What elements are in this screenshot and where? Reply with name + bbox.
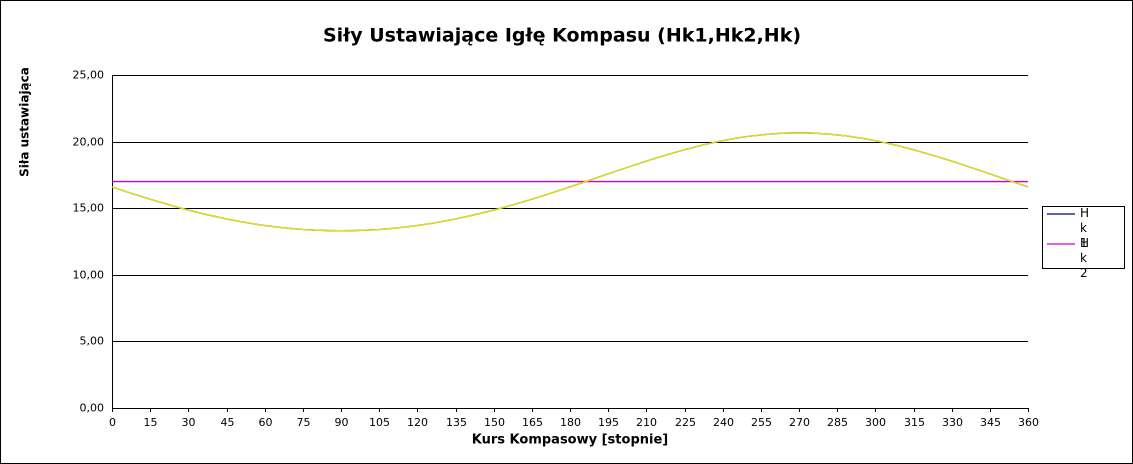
legend-label: Hk1 (1080, 206, 1090, 250)
y-tick-label: 20,00 (73, 136, 105, 149)
x-tick-label: 330 (942, 416, 963, 429)
y-tick-label: 10,00 (73, 269, 105, 282)
x-tick-label: 360 (1018, 416, 1039, 429)
x-tick-label: 15 (144, 416, 158, 429)
x-tick-label: 60 (259, 416, 273, 429)
x-tick-label: 285 (827, 416, 848, 429)
y-tick-label: 15,00 (73, 202, 105, 215)
x-tick-label: 180 (560, 416, 581, 429)
x-tick-label: 225 (675, 416, 696, 429)
x-tick-label: 255 (751, 416, 772, 429)
x-tick-label: 45 (221, 416, 235, 429)
x-axis-label: Kurs Kompasowy [stopnie] (472, 433, 668, 448)
x-tick-label: 90 (335, 416, 349, 429)
legend-label: Hk2 (1080, 236, 1090, 280)
x-tick-label: 270 (789, 416, 810, 429)
series-line (111, 132, 1029, 232)
chart-title: Siły Ustawiające Igłę Kompasu (Hk1,Hk2,H… (323, 25, 801, 47)
x-tick-label: 75 (297, 416, 311, 429)
x-tick-label: 30 (182, 416, 196, 429)
x-tick-label: 195 (598, 416, 619, 429)
x-tick-label: 210 (636, 416, 657, 429)
x-tick-label: 0 (109, 416, 116, 429)
x-tick-label: 300 (865, 416, 886, 429)
x-tick-label: 105 (369, 416, 390, 429)
legend-box (1042, 206, 1125, 269)
x-tick-label: 315 (904, 416, 925, 429)
x-tick-label: 345 (980, 416, 1001, 429)
x-tick-label: 135 (446, 416, 467, 429)
y-axis-label: Siła ustawiająca (18, 67, 32, 177)
x-tick-label: 120 (407, 416, 428, 429)
x-tick-label: 240 (713, 416, 734, 429)
y-tick-label: 0,00 (80, 402, 105, 415)
x-tick-label: 165 (522, 416, 543, 429)
y-tick-label: 25,00 (73, 69, 105, 82)
x-tick-label: 150 (484, 416, 505, 429)
y-tick-label: 5,00 (80, 335, 105, 348)
